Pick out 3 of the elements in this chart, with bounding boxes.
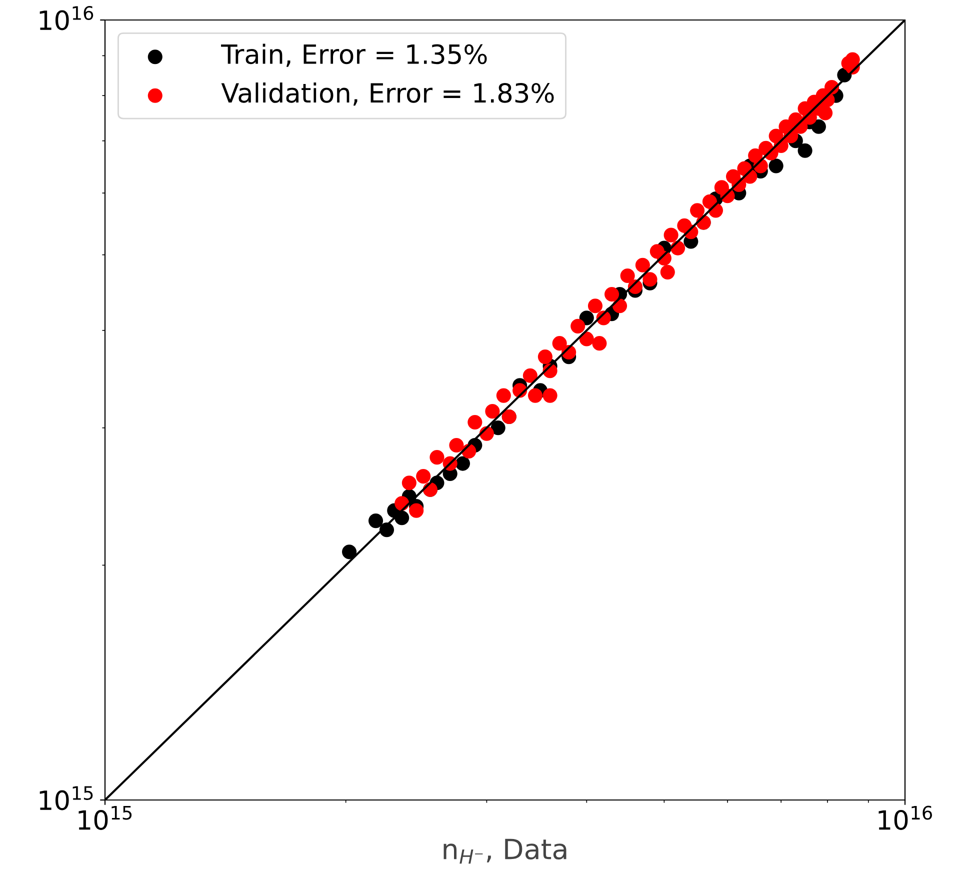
legend-label: Train, Error = 1.35% (221, 44, 487, 67)
x-axis-title: n$_{H⁻}$, Data (444, 838, 566, 864)
legend-label: Validation, Error = 1.83% (221, 82, 554, 106)
